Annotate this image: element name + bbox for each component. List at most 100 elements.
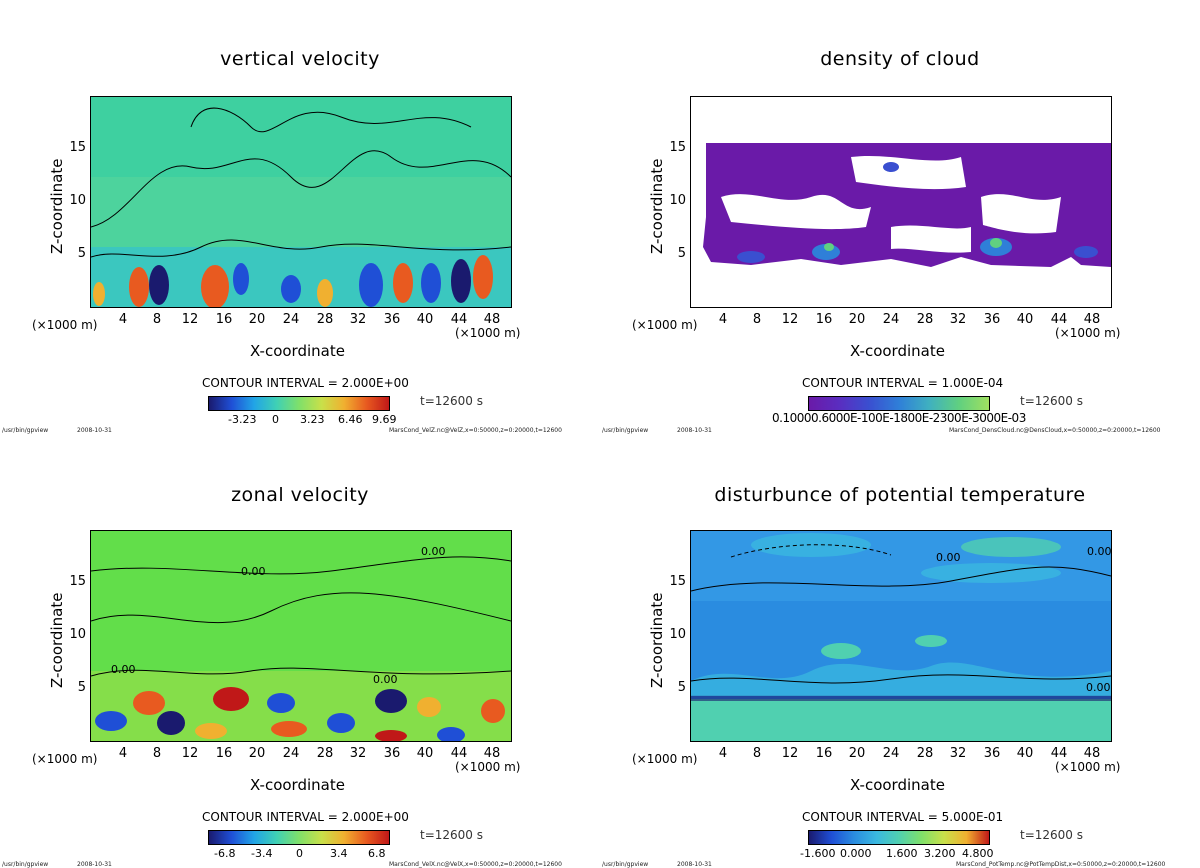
- heatmap-area: [690, 96, 1112, 308]
- colorbar: [808, 396, 990, 411]
- x-tick: 8: [152, 746, 162, 761]
- downdraft-cell: [421, 263, 441, 303]
- contour-line: [190, 107, 472, 133]
- x-tick: 40: [416, 312, 434, 327]
- zonal-velocity-field: 0.00 0.00 0.00 0.00: [91, 531, 511, 741]
- contour-interval: CONTOUR INTERVAL = 2.000E+00: [202, 376, 409, 390]
- x-tick: 48: [483, 746, 501, 761]
- x-tick: 44: [1050, 746, 1068, 761]
- colorbar-tick: -3.4: [251, 847, 273, 860]
- y-tick: 15: [69, 140, 86, 155]
- contour-line: [691, 674, 1111, 684]
- positive-core: [271, 721, 307, 737]
- x-tick: 4: [118, 746, 128, 761]
- x-tick: 24: [282, 312, 300, 327]
- x-tick: 48: [1083, 746, 1101, 761]
- x-tick: 32: [949, 312, 967, 327]
- contour-line: [91, 239, 511, 258]
- x-tick: 20: [848, 746, 866, 761]
- colorbar-tick: 3.23: [300, 413, 325, 426]
- x-tick: 36: [383, 746, 401, 761]
- x-tick: 16: [215, 312, 233, 327]
- colorbar: [208, 830, 390, 845]
- footer-program: /usr/bin/gpview: [2, 861, 49, 868]
- x-tick: 4: [718, 746, 728, 761]
- y-tick: 10: [69, 627, 86, 642]
- contour-line: [91, 556, 511, 575]
- contour-interval: CONTOUR INTERVAL = 1.000E-04: [802, 376, 1004, 390]
- x-tick: 20: [848, 312, 866, 327]
- dense-patch: [883, 162, 899, 172]
- footer-file: MarsCond_VelX.nc@VelX,x=0:50000,z=0:2000…: [389, 861, 562, 868]
- mid-band: [91, 177, 511, 247]
- y-tick: 15: [669, 140, 686, 155]
- x-unit-right: (×1000 m): [455, 760, 521, 774]
- contour-label: 0.00: [1086, 681, 1111, 694]
- x-unit-right: (×1000 m): [1055, 326, 1121, 340]
- contour-interval: CONTOUR INTERVAL = 5.000E-01: [802, 810, 1004, 824]
- contour-line: [91, 150, 511, 228]
- downdraft-cell: [359, 263, 383, 307]
- x-unit-left: (×1000 m): [632, 318, 698, 332]
- colorbar-tick-overlap: 0.10000.6000E-100E-1800E-2300E-3000E-03: [772, 411, 1026, 425]
- cloud-gap: [851, 155, 966, 190]
- potential-temperature-field: 0.00 0.00 0.00: [691, 531, 1111, 741]
- footer-date: 2008-10-31: [77, 427, 112, 434]
- x-tick: 40: [1016, 312, 1034, 327]
- updraft-cell: [93, 282, 105, 306]
- x-unit-right: (×1000 m): [1055, 760, 1121, 774]
- positive-core: [133, 691, 165, 715]
- negative-core: [267, 693, 295, 713]
- colorbar-tick: 1.600: [886, 847, 918, 860]
- contour-interval: CONTOUR INTERVAL = 2.000E+00: [202, 810, 409, 824]
- x-tick: 8: [752, 312, 762, 327]
- x-tick: 44: [450, 312, 468, 327]
- colorbar: [208, 396, 390, 411]
- footer-program: /usr/bin/gpview: [602, 427, 649, 434]
- y-axis-label: Z-coordinate: [648, 158, 666, 254]
- colorbar-tick: 0: [296, 847, 303, 860]
- contour-line: [91, 592, 511, 624]
- footer-date: 2008-10-31: [677, 861, 712, 868]
- x-tick: 40: [1016, 746, 1034, 761]
- footer-program: /usr/bin/gpview: [602, 861, 649, 868]
- downdraft-cell: [233, 263, 249, 295]
- contour-label: 0.00: [1087, 545, 1111, 558]
- contour-line: [691, 566, 1111, 592]
- panel-vertical-velocity: vertical velocity 5 10 15 Z-coordinate 4: [0, 0, 600, 434]
- chart-title: zonal velocity: [231, 484, 369, 506]
- y-tick: 15: [669, 574, 686, 589]
- contour-label: 0.00: [936, 551, 961, 564]
- cloud-gap: [981, 194, 1061, 234]
- x-tick: 8: [152, 312, 162, 327]
- x-tick: 12: [781, 746, 799, 761]
- negative-core: [157, 711, 185, 735]
- x-tick: 8: [752, 746, 762, 761]
- x-tick: 28: [916, 312, 934, 327]
- negative-core: [375, 689, 407, 713]
- x-tick: 48: [1083, 312, 1101, 327]
- downdraft-cell: [149, 265, 169, 305]
- colorbar-tick: 3.200: [924, 847, 956, 860]
- x-tick: 4: [118, 312, 128, 327]
- x-tick: 48: [483, 312, 501, 327]
- x-tick: 20: [248, 746, 266, 761]
- heatmap-area: 0.00 0.00 0.00: [690, 530, 1112, 742]
- y-tick: 10: [669, 193, 686, 208]
- boundary-layer: [691, 699, 1111, 741]
- updraft-cell: [317, 279, 333, 307]
- x-tick: 44: [1050, 312, 1068, 327]
- footer-date: 2008-10-31: [77, 861, 112, 868]
- colorbar-tick: -1.600: [800, 847, 836, 860]
- x-tick: 16: [215, 746, 233, 761]
- footer-file: MarsCond_VelZ.nc@VelZ,x=0:50000,z=0:2000…: [389, 427, 562, 434]
- colorbar-tick: 4.800: [962, 847, 994, 860]
- y-tick: 5: [677, 680, 686, 695]
- x-tick: 36: [983, 746, 1001, 761]
- time-label: t=12600 s: [1020, 828, 1083, 842]
- colorbar-tick: 3.4: [330, 847, 348, 860]
- x-unit-left: (×1000 m): [632, 752, 698, 766]
- x-tick: 12: [781, 312, 799, 327]
- vertical-velocity-field: [91, 97, 511, 307]
- x-axis-label: X-coordinate: [250, 342, 345, 360]
